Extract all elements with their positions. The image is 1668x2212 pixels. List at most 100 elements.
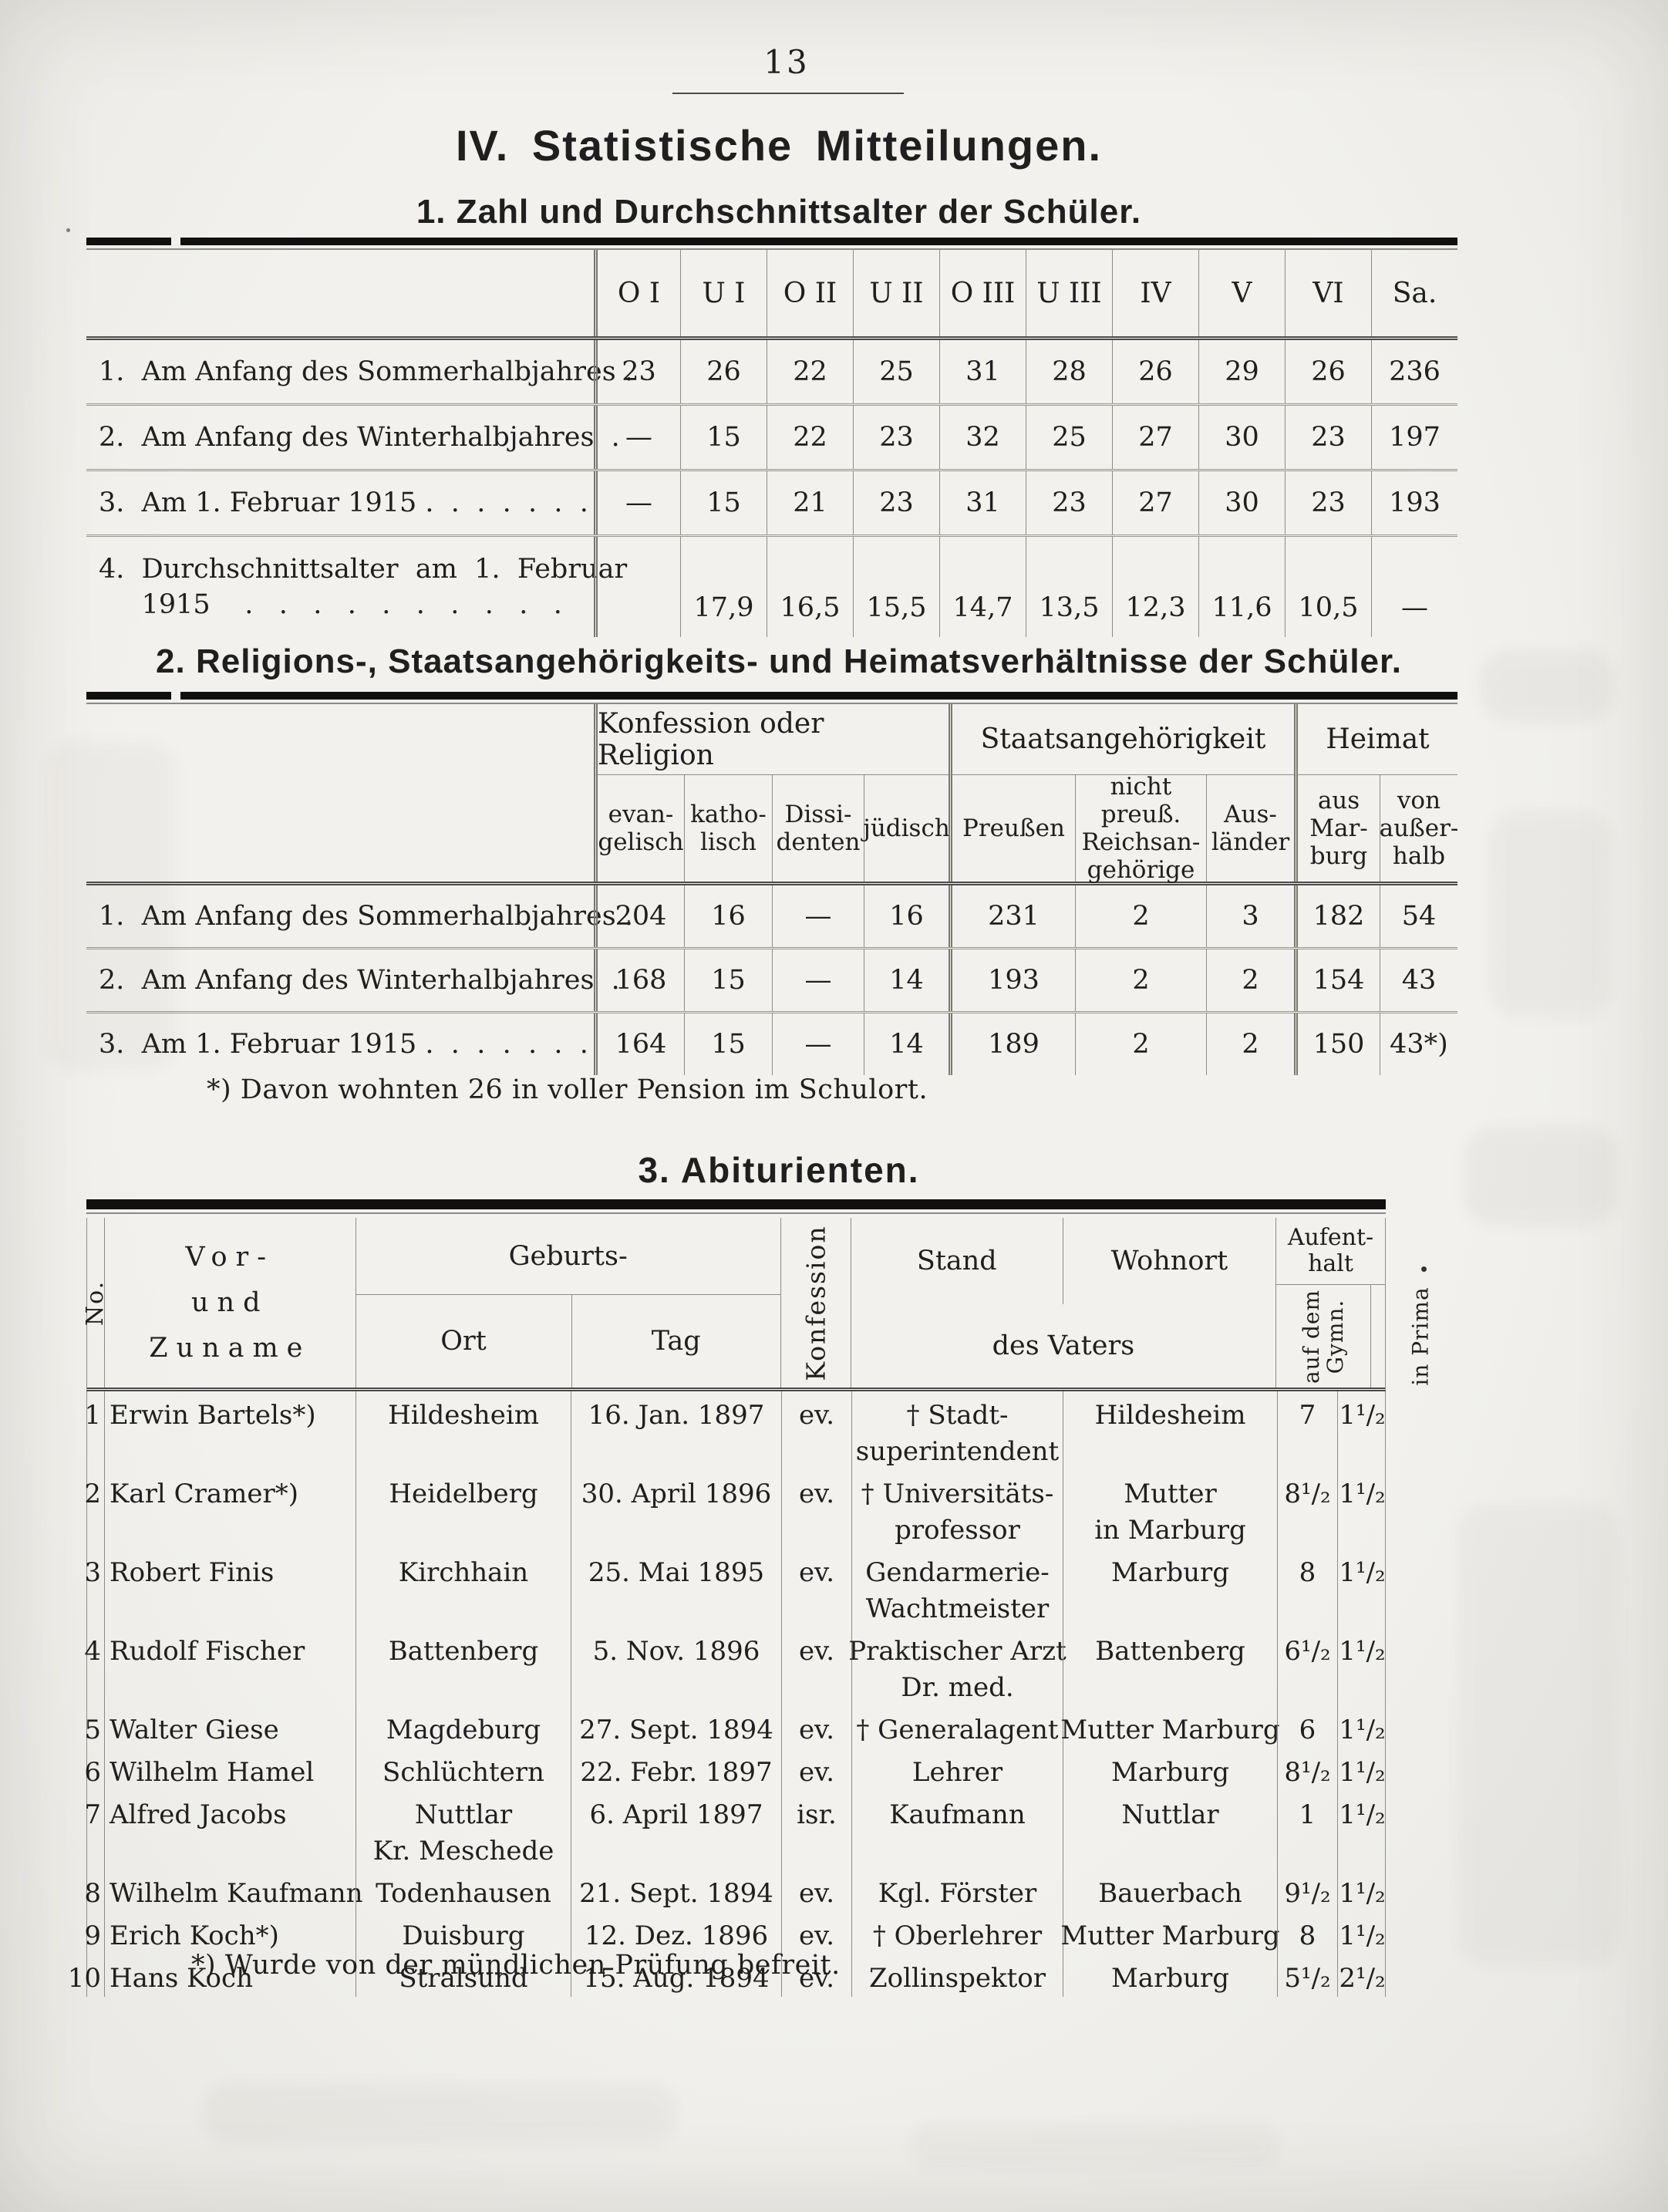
table2-row: 3. Am 1. Februar 1915 . . . . . . . 164 15… <box>86 1013 1457 1075</box>
cell-name: Karl Cramer*) <box>104 1470 356 1549</box>
abiturient-row: 9 Erich Koch*) Duisburg 12. Dez. 1896 ev. † O… <box>84 1912 1386 1954</box>
table2-group-header: Heimat <box>1294 704 1457 775</box>
cell-konfession: ev. <box>781 1706 851 1748</box>
cell-jahre-auf-gymnasium: 8¹/₂ <box>1277 1748 1337 1791</box>
table1-cell: 17,9 <box>680 537 767 637</box>
table1-cell: — <box>1371 537 1457 637</box>
table1-cell: 15 <box>680 471 767 534</box>
header-aufenthalt: Aufent-halt auf dem Gymn. in Prima <box>1275 1218 1434 1388</box>
text-line: Rudolf Fischer <box>110 1636 305 1667</box>
table1-cell: 30 <box>1198 406 1285 469</box>
cell-stand-des-vaters: Zollinspektor <box>851 1954 1063 1997</box>
text-line: aus <box>1317 787 1360 814</box>
table2-column-header: nicht preuß. Reichsan-gehörige <box>1075 773 1206 884</box>
text-line: ev. <box>798 1557 835 1588</box>
table1-row: 4. Durchschnittsalter am 1. Februar 1915… <box>86 537 1457 637</box>
table2-row-label: 1. Am Anfang des Sommerhalbjahres . <box>86 885 633 947</box>
text-line: Mutter Marburg <box>1060 1920 1280 1951</box>
table1-cell: 23 <box>1285 406 1371 469</box>
cell-geburtsort: Magdeburg <box>356 1706 571 1748</box>
text-line: Stralsund <box>399 1963 528 1994</box>
heavy-rule <box>86 692 1457 700</box>
cell-jahre-in-prima: 1¹/₂ <box>1337 1748 1387 1791</box>
table1-column-header: V <box>1198 250 1285 336</box>
cell-name: Erich Koch*) <box>104 1912 356 1954</box>
text-line: halt <box>1308 1250 1353 1277</box>
cell-jahre-auf-gymnasium: 6 <box>1277 1706 1337 1748</box>
text-line: in Marburg <box>1094 1515 1246 1546</box>
cell-konfession: ev. <box>781 1870 851 1912</box>
text-line: 3. Am 1. Februar 1915 . . . . . . . <box>99 1029 588 1060</box>
table2-cell: — <box>772 885 864 947</box>
text-line: Wilhelm Kaufmann <box>110 1878 363 1909</box>
text-line: Battenberg <box>1095 1636 1245 1667</box>
cell-stand-des-vaters: † Generalagent <box>851 1706 1063 1748</box>
text-line: Battenberg <box>388 1636 539 1667</box>
table2-cell: — <box>772 949 864 1011</box>
text-line: 10 <box>67 1963 101 1994</box>
text-line: 3 <box>84 1557 101 1588</box>
cell-konfession: ev. <box>781 1470 851 1549</box>
text-line: 1 <box>84 1400 101 1431</box>
text-line: Wachtmeister <box>865 1593 1050 1624</box>
text-line: isr. <box>797 1799 837 1830</box>
scan-artifact <box>66 228 70 232</box>
text-line: 8 <box>1299 1920 1316 1951</box>
scan-artifact <box>1457 1504 1619 1967</box>
table2-cell: — <box>772 1013 864 1075</box>
table1-cell: 26 <box>1285 340 1371 403</box>
table2-cell: 16 <box>684 885 772 947</box>
cell-konfession: ev. <box>781 1391 851 1470</box>
section2-title: 2. Religions-, Staatsangehörigkeits- und… <box>156 642 1402 680</box>
text-line: katho- <box>690 801 767 828</box>
text-line: Gymn. <box>1323 1299 1349 1374</box>
cell-stand-des-vaters: Kgl. Förster <box>851 1870 1063 1912</box>
abiturient-row: 1 Erwin Bartels*) Hildesheim 16. Jan. 1897 e… <box>84 1391 1386 1470</box>
cell-jahre-in-prima: 1¹/₂ <box>1337 1627 1387 1706</box>
table1-cell: 28 <box>1026 340 1112 403</box>
table1-cell: 21 <box>767 471 853 534</box>
cell-wohnort: Marburg <box>1063 1549 1277 1627</box>
cell-wohnort: Marburg <box>1063 1954 1277 1997</box>
text-line: 1¹/₂ <box>1339 1878 1386 1909</box>
header-geburts-sub: Ort Tag <box>356 1295 780 1388</box>
table1-cell: — <box>594 471 680 534</box>
cell-stand-des-vaters: Lehrer <box>851 1748 1063 1791</box>
text-line: 1¹/₂ <box>1339 1715 1386 1745</box>
text-line: 1¹/₂ <box>1339 1479 1386 1509</box>
header-stand-wohnort-top: Stand Wohnort <box>851 1218 1275 1304</box>
table2-row-label: 2. Am Anfang des Winterhalbjahres . <box>86 949 620 1011</box>
text-line: 1¹/₂ <box>1339 1636 1386 1667</box>
table1-cell: 26 <box>1112 340 1198 403</box>
main-title: IV. Statistische Mitteilungen. <box>455 121 1103 170</box>
cell-geburtsort: Kirchhain <box>356 1549 571 1627</box>
header-no-label: No. <box>82 1280 110 1326</box>
header-des-vaters: des Vaters <box>992 1330 1135 1361</box>
table1-cell: 32 <box>939 406 1026 469</box>
table1-row-label: 4. Durchschnittsalter am 1. Februar 1915… <box>86 537 627 637</box>
cell-geburtstag: 5. Nov. 1896 <box>571 1627 781 1706</box>
text-line: Lehrer <box>912 1757 1003 1788</box>
text-line: 1¹/₂ <box>1339 1757 1386 1788</box>
scan-artifact <box>46 740 177 1072</box>
cell-jahre-auf-gymnasium: 7 <box>1277 1391 1337 1470</box>
cell-geburtsort: Duisburg <box>356 1912 571 1954</box>
table1-column-header: U I <box>680 250 767 336</box>
table1-cell: — <box>594 406 680 469</box>
table2-cell: 2 <box>1075 949 1206 1011</box>
table1-cell: 236 <box>1371 340 1457 403</box>
table2-cell: 43 <box>1380 949 1457 1011</box>
text-line: 5. Nov. 1896 <box>592 1636 760 1667</box>
table2-cell: 43*) <box>1380 1013 1457 1075</box>
table2-cell: 2 <box>1206 1013 1294 1075</box>
abiturient-row: 8 Wilhelm Kaufmann Todenhausen 21. Sept. 18… <box>84 1870 1386 1912</box>
table2-cell: 182 <box>1294 885 1380 947</box>
scan-artifact <box>910 2123 1280 2169</box>
text-line: 2. Am Anfang des Winterhalbjahres . <box>99 422 620 453</box>
table2-column-header: aus Mar-burg <box>1294 775 1380 882</box>
table2-cell: 15 <box>684 1013 772 1075</box>
cell-konfession: ev. <box>781 1549 851 1627</box>
cell-geburtstag: 30. April 1896 <box>571 1470 781 1549</box>
table1-cell: 31 <box>939 471 1026 534</box>
cell-name: Wilhelm Kaufmann <box>104 1870 363 1912</box>
